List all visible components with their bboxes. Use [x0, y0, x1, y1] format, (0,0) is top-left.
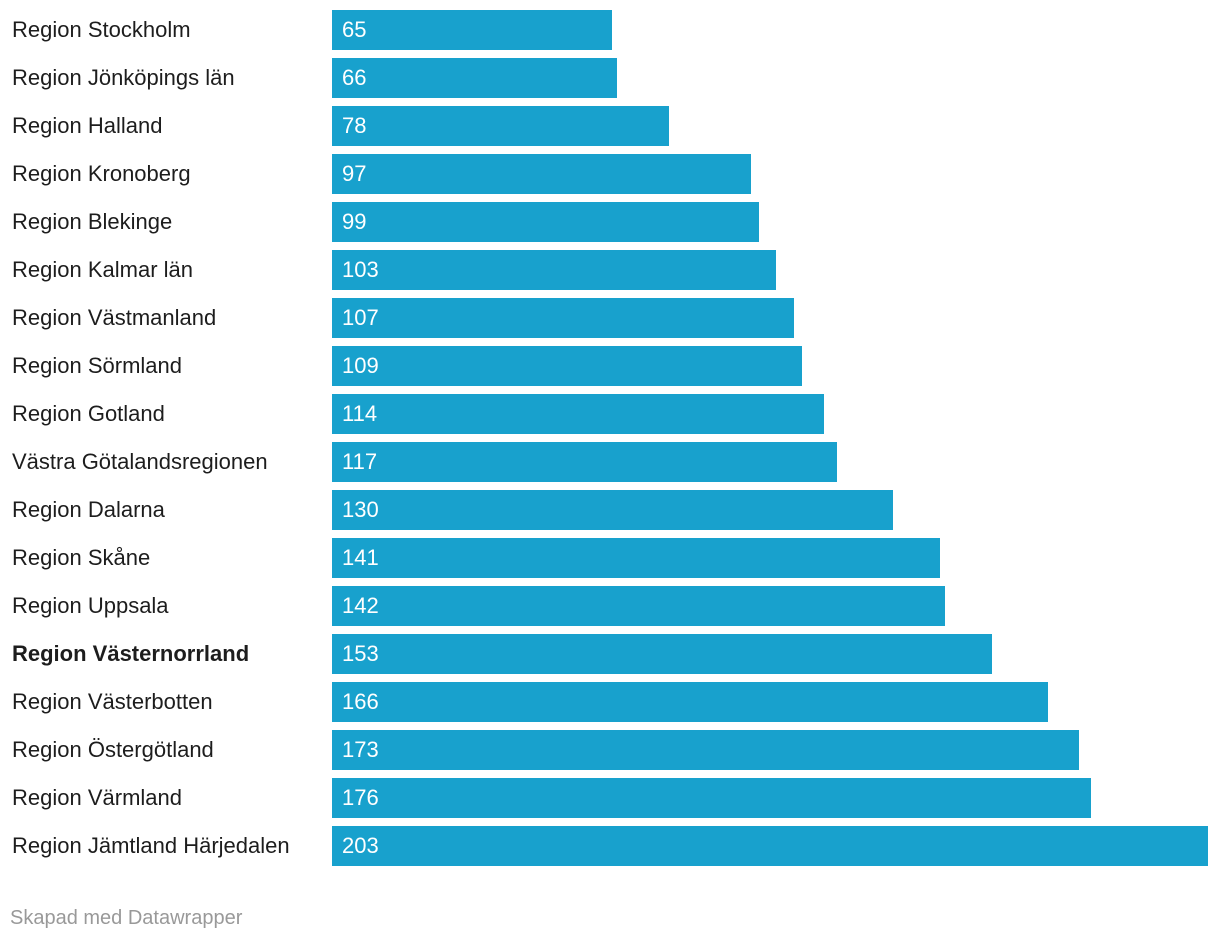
category-label: Region Stockholm	[12, 17, 191, 42]
bar-value-label: 97	[342, 161, 367, 186]
category-label: Region Västerbotten	[12, 689, 213, 714]
category-label: Region Jönköpings län	[12, 65, 235, 90]
category-label: Region Dalarna	[12, 497, 165, 522]
category-label: Västra Götalandsregionen	[12, 449, 268, 474]
category-label: Region Halland	[12, 113, 163, 138]
bar	[332, 58, 617, 98]
bar	[332, 10, 612, 50]
bar	[332, 730, 1079, 770]
bar-value-label: 99	[342, 209, 367, 234]
bar	[332, 682, 1048, 722]
bar	[332, 298, 794, 338]
category-label: Region Skåne	[12, 545, 151, 570]
bar	[332, 106, 669, 146]
bar-value-label: 109	[342, 353, 379, 378]
bar	[332, 538, 940, 578]
bar	[332, 202, 759, 242]
bar-value-label: 153	[342, 641, 379, 666]
category-label: Region Kalmar län	[12, 257, 193, 282]
bar	[332, 250, 776, 290]
category-label: Region Värmland	[12, 785, 182, 810]
bar	[332, 154, 751, 194]
bar-value-label: 176	[342, 785, 379, 810]
bar-value-label: 203	[342, 833, 379, 858]
bar-value-label: 141	[342, 545, 379, 570]
category-label: Region Västmanland	[12, 305, 217, 330]
bar	[332, 778, 1091, 818]
bar-value-label: 130	[342, 497, 379, 522]
bar-value-label: 142	[342, 593, 379, 618]
category-label: Region Blekinge	[12, 209, 173, 234]
category-label: Region Jämtland Härjedalen	[12, 833, 290, 858]
bar-value-label: 107	[342, 305, 379, 330]
bar-value-label: 65	[342, 17, 367, 42]
bar	[332, 394, 824, 434]
bar-value-label: 103	[342, 257, 379, 282]
bar	[332, 346, 802, 386]
category-label: Region Västernorrland	[12, 641, 250, 666]
bar-value-label: 114	[342, 401, 378, 426]
category-label: Region Uppsala	[12, 593, 169, 618]
bar	[332, 634, 992, 674]
category-label: Region Sörmland	[12, 353, 182, 378]
category-label: Region Kronoberg	[12, 161, 191, 186]
bar-value-label: 166	[342, 689, 379, 714]
bar-value-label: 66	[342, 65, 367, 90]
bar-value-label: 173	[342, 737, 379, 762]
category-label: Region Gotland	[12, 401, 165, 426]
bar	[332, 586, 945, 626]
bar-value-label: 78	[342, 113, 367, 138]
bar-value-label: 117	[342, 449, 378, 474]
category-label: Region Östergötland	[12, 737, 214, 762]
bar	[332, 490, 893, 530]
bar	[332, 826, 1208, 866]
bar	[332, 442, 837, 482]
chart-credit[interactable]: Skapad med Datawrapper	[10, 907, 243, 929]
bar-chart: Region Stockholm 65 Region Jönköpings län 6…	[12, 10, 1208, 866]
